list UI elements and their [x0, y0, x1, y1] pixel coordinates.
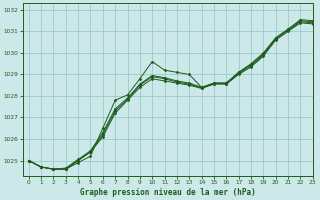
X-axis label: Graphe pression niveau de la mer (hPa): Graphe pression niveau de la mer (hPa): [80, 188, 256, 197]
